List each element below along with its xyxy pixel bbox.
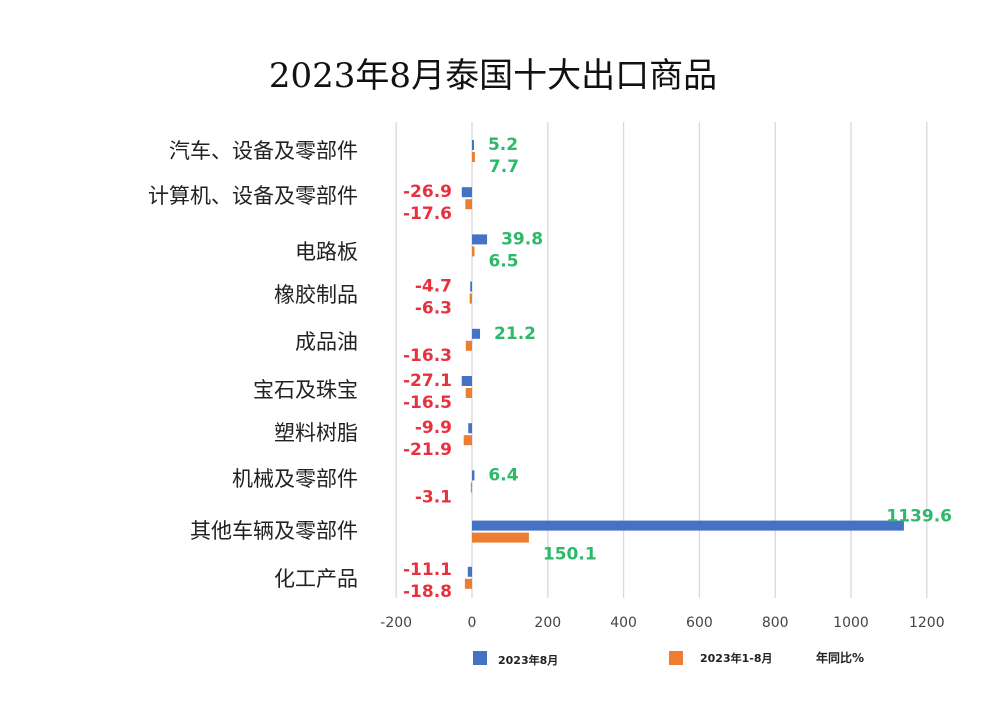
x-tick-label: 800 xyxy=(762,615,789,631)
data-label: -4.7 xyxy=(415,277,452,297)
data-label: 7.7 xyxy=(489,157,519,177)
category-label: 计算机、设备及零部件 xyxy=(148,184,358,208)
category-label: 橡胶制品 xyxy=(274,283,358,307)
legend-label: 2023年1-8月 xyxy=(700,651,773,665)
category-label: 汽车、设备及零部件 xyxy=(169,139,358,163)
data-label: 39.8 xyxy=(501,229,543,249)
data-label: -27.1 xyxy=(403,371,452,391)
data-label: -18.8 xyxy=(403,582,452,602)
category-label: 其他车辆及零部件 xyxy=(190,519,358,543)
data-label: -9.9 xyxy=(415,418,452,438)
x-tick-label: 1000 xyxy=(833,615,869,631)
bar-2023-aug xyxy=(468,423,472,434)
category-label: 化工产品 xyxy=(274,567,358,591)
bar-2023-aug xyxy=(461,376,472,386)
bar-2023-aug xyxy=(472,234,488,245)
data-label: 150.1 xyxy=(543,545,597,565)
bar-2023-aug xyxy=(470,281,472,292)
data-label: -11.1 xyxy=(403,560,452,580)
category-label: 电路板 xyxy=(295,240,358,264)
data-label: -17.6 xyxy=(403,204,452,224)
data-label: 6.5 xyxy=(488,251,518,271)
legend-label: 2023年8月 xyxy=(498,653,558,667)
category-label: 成品油 xyxy=(295,330,358,354)
bar-2023-jan-aug xyxy=(465,340,472,351)
data-label: 1139.6 xyxy=(886,507,952,527)
bar-2023-jan-aug xyxy=(472,152,475,162)
data-label: 5.2 xyxy=(488,135,518,155)
chart-title: 2023年8月泰国十大出口商品 xyxy=(268,56,718,96)
bar-2023-jan-aug xyxy=(465,199,472,210)
bar-2023-aug xyxy=(472,328,481,339)
bar-2023-aug xyxy=(461,187,472,198)
bar-2023-jan-aug xyxy=(469,293,472,304)
bar-2023-jan-aug xyxy=(464,578,472,589)
bar-2023-jan-aug xyxy=(463,435,472,446)
data-label: -26.9 xyxy=(403,182,452,202)
data-label: 6.4 xyxy=(488,465,518,485)
bar-2023-aug xyxy=(472,140,474,150)
data-label: -3.1 xyxy=(415,487,452,507)
data-label: -16.5 xyxy=(403,393,452,413)
bar-2023-aug xyxy=(467,566,472,577)
data-label: 21.2 xyxy=(494,324,536,344)
category-label: 宝石及珠宝 xyxy=(253,378,358,402)
bar-2023-jan-aug xyxy=(472,532,529,543)
bar-2023-jan-aug xyxy=(472,246,475,257)
bar-2023-jan-aug xyxy=(470,482,473,493)
bar-2023-aug xyxy=(472,470,475,481)
x-tick-label: 600 xyxy=(686,615,713,631)
data-label: -6.3 xyxy=(415,299,452,319)
x-tick-label: 1200 xyxy=(909,615,945,631)
data-label: -16.3 xyxy=(403,346,452,366)
category-label: 机械及零部件 xyxy=(232,467,358,491)
x-tick-label: 0 xyxy=(468,615,477,631)
bar-2023-jan-aug xyxy=(465,388,472,398)
category-label: 塑料树脂 xyxy=(274,421,358,445)
x-tick-label: 400 xyxy=(610,615,637,631)
bar-2023-aug xyxy=(472,520,904,531)
legend-swatch xyxy=(473,651,487,665)
x-tick-label: -200 xyxy=(380,615,412,631)
x-tick-label: 200 xyxy=(534,615,561,631)
legend-swatch xyxy=(669,651,683,665)
data-label: -21.9 xyxy=(403,440,452,460)
legend-note: 年同比% xyxy=(816,650,864,665)
